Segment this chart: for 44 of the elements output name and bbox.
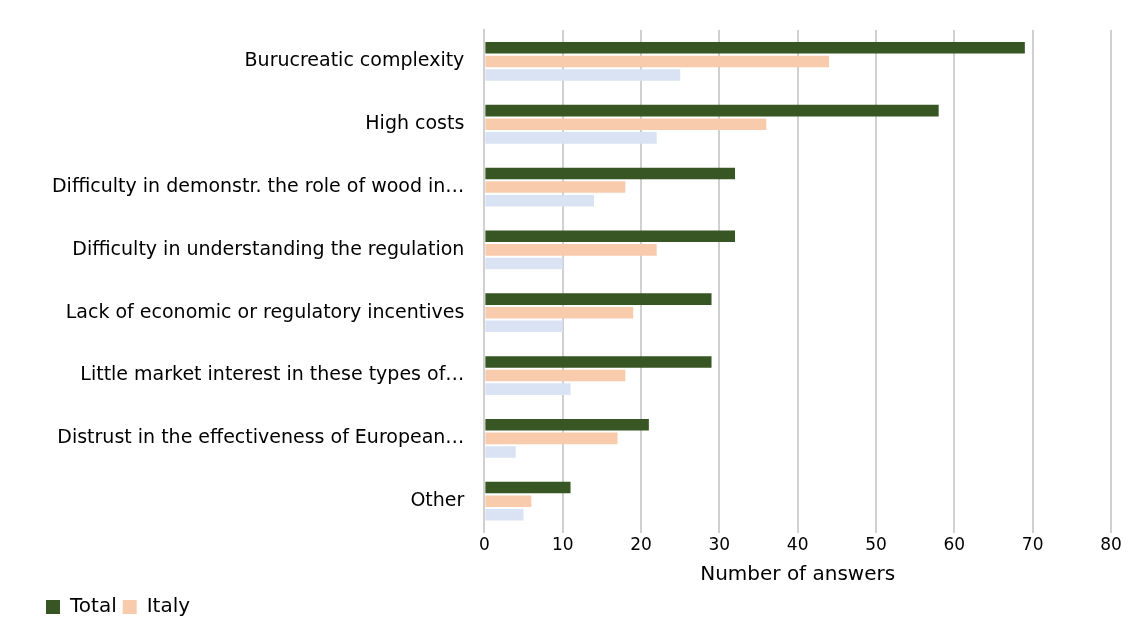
x-tick-label: 0 [478,534,490,555]
bar [485,383,571,395]
y-tick-label: Burucreatic complexity [244,48,465,71]
y-tick-label: High costs [365,111,465,134]
bar [485,230,736,243]
y-tick-label: Other [410,488,465,511]
legend-label: Italy [146,593,191,618]
y-tick-label: Little market interest in these types of… [80,362,465,385]
x-axis-title: Number of answers [700,561,896,586]
legend-label: Total [69,593,117,618]
bar [485,69,681,81]
x-tick-label: 20 [630,534,652,555]
x-tick-label: 70 [1021,534,1044,555]
x-tick-label: 40 [786,534,809,555]
x-tick-label: 80 [1100,534,1122,555]
x-tick-label: 30 [708,534,731,555]
bar [485,42,1025,54]
bar [485,481,571,494]
bar [485,446,516,458]
bar [485,194,595,207]
bar [485,257,563,270]
bar [485,320,563,333]
bar [485,104,939,117]
bar [485,495,532,507]
x-tick-label: 50 [865,534,887,555]
bar [485,356,712,368]
y-tick-label: Difficulty in understanding the regulation [72,236,465,259]
x-tick-label: 10 [551,534,574,555]
bar [485,306,634,319]
bar [485,181,626,193]
bar [485,418,649,431]
bar [485,132,657,144]
y-tick-label: Distrust in the effectiveness of European… [57,425,465,448]
bar [485,167,736,180]
bar [485,369,626,382]
y-tick-label: Difficulty in demonstr. the role of wood in… [51,174,465,196]
y-tick-label: Lack of economic or regulatory incentives [65,299,465,322]
x-tick-label: 60 [943,534,966,555]
bar [485,244,657,256]
bar [485,509,524,521]
bar [485,118,767,131]
bar [485,432,618,445]
bar [485,293,712,305]
bar [485,55,830,68]
